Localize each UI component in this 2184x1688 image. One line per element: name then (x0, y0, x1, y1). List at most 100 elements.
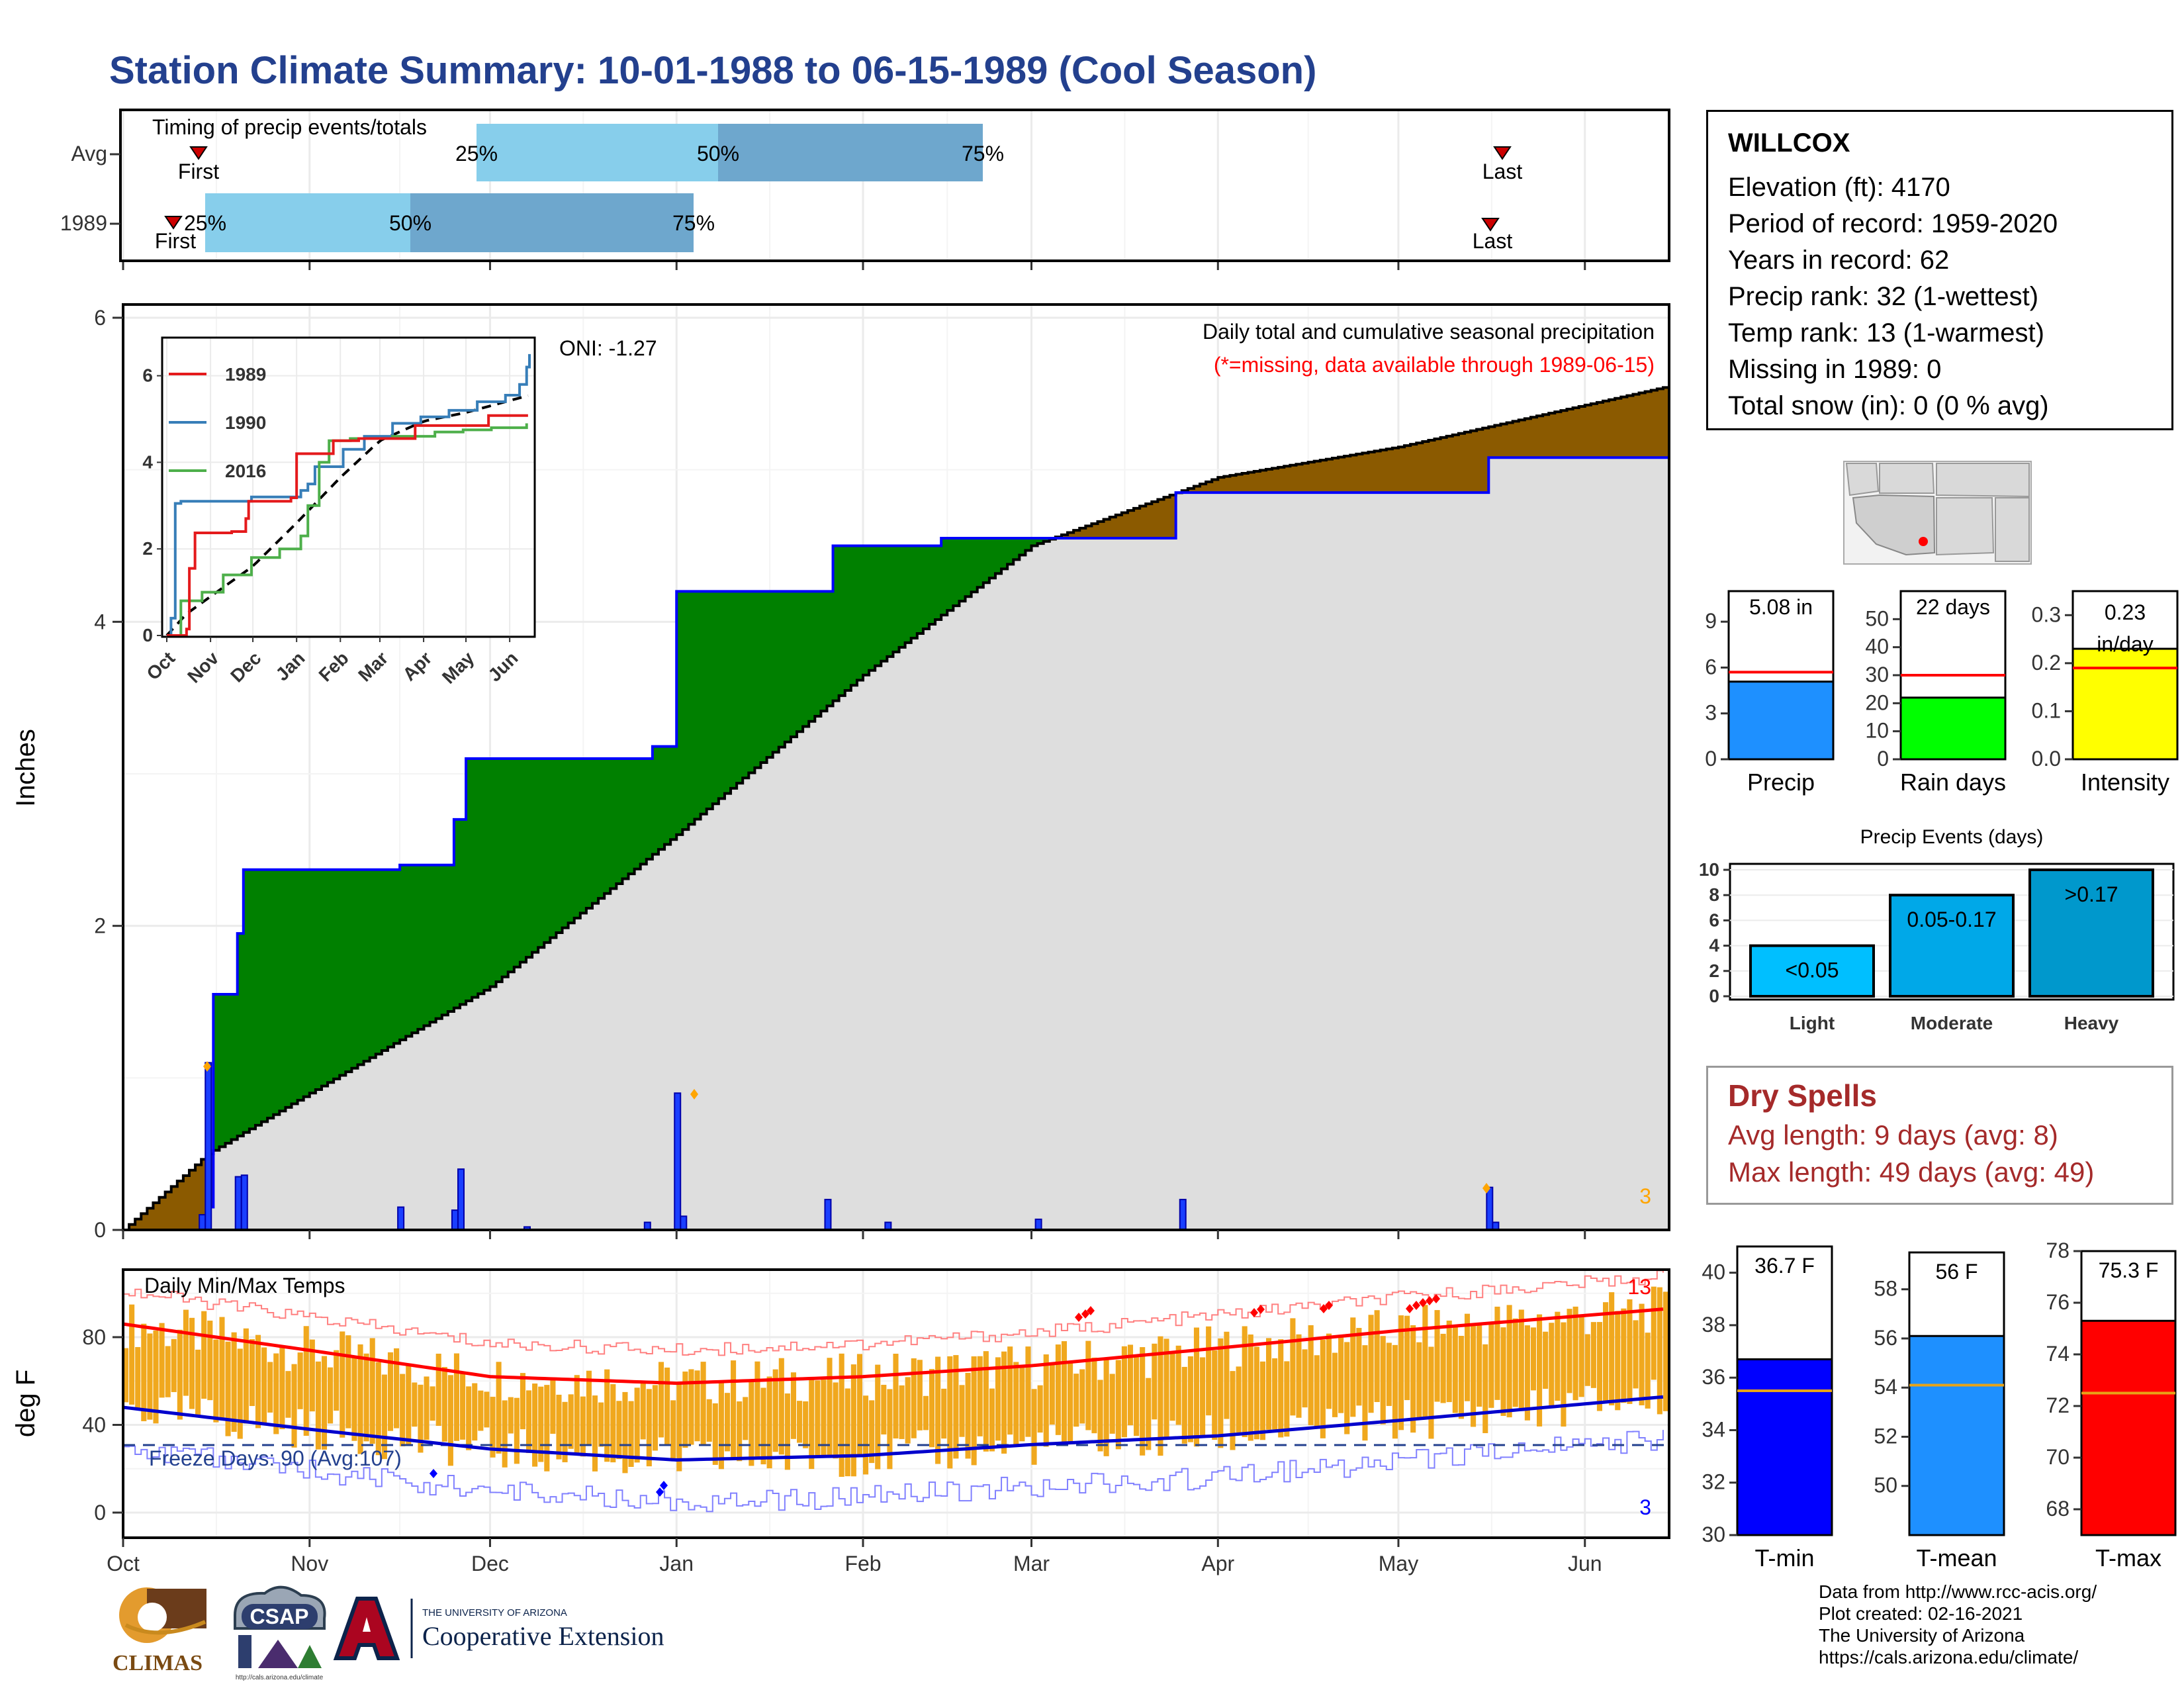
month-tick-label: Jun (1568, 1552, 1602, 1575)
record-high-count: 13 (1627, 1275, 1651, 1299)
daily-temp-bar (1464, 1313, 1471, 1401)
events-title: Precip Events (days) (1860, 826, 2044, 848)
y1989-q25-q50-bar (205, 193, 410, 252)
temp-summary-tick: 54 (1874, 1375, 1897, 1399)
daily-temp-bar (1163, 1338, 1169, 1439)
daily-temp-bar (640, 1382, 646, 1440)
daily-temp-bar (357, 1344, 363, 1454)
daily-temp-bar (1350, 1317, 1356, 1417)
daily-temp-bar (1627, 1299, 1633, 1404)
daily-precip-bar (199, 1214, 206, 1231)
inset-legend-2016: 2016 (225, 461, 266, 481)
inset-ytick-label: 4 (142, 451, 153, 472)
daily-temp-bar (1530, 1327, 1537, 1391)
daily-temp-bar (737, 1401, 743, 1462)
daily-precip-bar (824, 1199, 832, 1231)
daily-temp-bar (1555, 1311, 1561, 1401)
daily-temp-bar (387, 1352, 394, 1431)
temp-summary-tick: 52 (1874, 1424, 1897, 1448)
daily-temp-bar (869, 1400, 875, 1464)
timing-panel: Timing of precip events/totals Avg 1989 … (60, 109, 1670, 270)
daily-temp-bar (1590, 1322, 1596, 1388)
inset-ytick-label: 2 (142, 538, 153, 559)
daily-temp-bar (514, 1397, 520, 1464)
avg-q25-label: 25% (455, 142, 498, 165)
month-tick-label: Apr (1201, 1552, 1234, 1575)
daily-temp-bar (1302, 1349, 1308, 1408)
daily-temp-bar (243, 1328, 249, 1424)
csap-text: CSAP (250, 1605, 309, 1628)
daily-temp-bar (1031, 1389, 1037, 1465)
record-high-marker (1320, 1304, 1328, 1313)
daily-temp-bar (887, 1389, 893, 1470)
month-tick-label: May (1379, 1552, 1418, 1575)
y1989-first-marker (164, 216, 183, 230)
inset-average-line (165, 394, 529, 637)
daily-temp-bar (1422, 1305, 1428, 1417)
record-high-marker (1075, 1313, 1083, 1322)
summary-bar-tick: 9 (1705, 609, 1717, 633)
daily-temp-bar (1290, 1318, 1296, 1416)
daily-temp-bar (345, 1335, 351, 1429)
daily-temp-bar (1320, 1339, 1326, 1438)
daily-temp-bar (1049, 1362, 1055, 1425)
summary-bar-tick: 20 (1865, 690, 1889, 714)
daily-temp-bar (267, 1362, 273, 1413)
daily-temp-bar (177, 1329, 183, 1420)
daily-temp-bar (1115, 1360, 1121, 1450)
daily-temp-bar (1272, 1358, 1278, 1430)
summary-bar-tick: 40 (1865, 635, 1889, 659)
avg-q50-label: 50% (697, 142, 739, 165)
dry-spells-title: Dry Spells (1728, 1078, 1877, 1113)
daily-temp-bar (123, 1348, 129, 1403)
events-bar-label: >0.17 (2065, 882, 2118, 906)
daily-temp-bar (803, 1401, 809, 1448)
temp-summary-tick: 74 (2046, 1342, 2070, 1366)
events-category: Heavy (2064, 1013, 2119, 1033)
daily-temp-bar (622, 1391, 628, 1474)
daily-temp-bar (1416, 1342, 1422, 1419)
daily-temp-bar (141, 1323, 147, 1421)
precip-events-chart: Precip Events (days) 0 2 4 6 8 10 <0.05 Light 0.0… (1699, 826, 2175, 1033)
daily-temp-bar (400, 1374, 406, 1446)
avg-first-label: First (178, 160, 219, 183)
credit-source: Data from http://www.rcc-acis.org/ (1819, 1581, 2097, 1602)
record-high-marker (1406, 1304, 1414, 1313)
summary-bar-tick: 0.1 (2032, 698, 2061, 722)
daily-temp-bar (1278, 1339, 1284, 1438)
daily-temp-bar (850, 1364, 856, 1477)
daily-temp-bar (430, 1386, 435, 1421)
daily-temp-bar (1471, 1325, 1477, 1427)
record-high-marker (1412, 1301, 1420, 1310)
missing-caption: (*=missing, data available through 1989-… (1214, 353, 1655, 377)
month-tick-label: Mar (1013, 1552, 1050, 1575)
daily-temp-bar (472, 1383, 478, 1441)
daily-temp-bar (406, 1364, 412, 1446)
inset-legend-1990: 1990 (225, 412, 266, 433)
record-high-marker (1426, 1296, 1433, 1305)
avg-q25-q50-bar (477, 124, 718, 181)
temp-summary-fill (1736, 1358, 1833, 1536)
daily-temp-bar (580, 1396, 586, 1457)
temp-summary-tick: 34 (1702, 1417, 1725, 1441)
daily-temp-bar (129, 1304, 135, 1405)
daily-temp-bar (544, 1385, 550, 1472)
daily-temp-bar (1584, 1334, 1590, 1386)
daily-temp-bar (532, 1383, 538, 1467)
record-high-marker (1325, 1301, 1333, 1310)
daily-precip-bar (397, 1206, 405, 1231)
daily-temp-bar (989, 1388, 995, 1452)
summary-bar-tick: 10 (1865, 719, 1889, 743)
avg-min-temp-line (122, 1395, 1664, 1462)
daily-temp-bar (959, 1385, 965, 1437)
daily-temp-bar (1212, 1350, 1218, 1440)
daily-temp-bar (1103, 1358, 1109, 1456)
temp-summary-tick: 36 (1702, 1365, 1725, 1389)
y1989-q75-label: 75% (672, 211, 715, 235)
daily-temp-bar (1578, 1316, 1584, 1397)
events-ytick: 8 (1709, 884, 1719, 905)
temp-summary-tick: 68 (2046, 1497, 2070, 1521)
daily-temp-bar (718, 1382, 724, 1470)
logos: CLIMAS CSAP http://cals.arizona.edu/clim… (113, 1585, 664, 1681)
daily-temp-bar (1572, 1306, 1578, 1401)
